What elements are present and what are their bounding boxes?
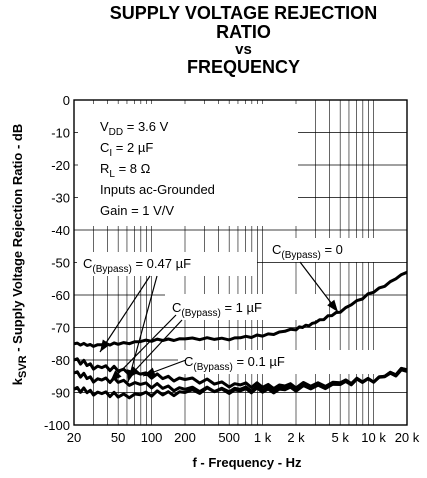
condition-text: Inputs ac-Grounded [100, 182, 215, 197]
x-tick-label: 20 [67, 430, 81, 445]
conditions-box [78, 104, 298, 226]
x-tick-label: 1 k [254, 430, 272, 445]
chart-title-line-2: RATIO [216, 22, 271, 42]
series-label-box [265, 238, 390, 262]
y-tick-label: 0 [63, 93, 70, 108]
condition-text: VDD = 3.6 V [100, 119, 169, 138]
x-tick-label: 10 k [361, 430, 386, 445]
x-tick-label: 200 [174, 430, 196, 445]
chart-title-line-3: vs [235, 41, 252, 58]
y-tick-label: -80 [51, 353, 70, 368]
series-line [73, 368, 408, 400]
condition-text: RL = 8 Ω [100, 161, 151, 180]
plot-frame [73, 99, 408, 426]
x-tick-label: 50 [111, 430, 125, 445]
x-axis-label: f - Frequency - Hz [192, 455, 302, 470]
pointer-arrowhead [143, 367, 156, 376]
x-tick-label: 500 [218, 430, 240, 445]
x-tick-label: 100 [141, 430, 163, 445]
y-axis-label: kSVR - Supply Voltage Rejection Ratio - … [10, 124, 29, 385]
pointer-arrow [99, 275, 151, 353]
condition-text: Gain = 1 V/V [100, 203, 174, 218]
series-label: C(Bypass) = 0 [272, 242, 343, 261]
chart-title: SUPPLY VOLTAGE REJECTION RATIO vs FREQUE… [60, 4, 427, 77]
series-label: C(Bypass) = 1 µF [172, 300, 262, 319]
y-tick-label: -90 [51, 386, 70, 401]
pointer-arrowhead [327, 299, 338, 312]
series-label-box [178, 350, 410, 374]
series-label: C(Bypass) = 0.1 µF [184, 354, 285, 373]
y-tick-label: -60 [51, 288, 70, 303]
x-tick-label: 2 k [287, 430, 305, 445]
chart-title-line-1: SUPPLY VOLTAGE REJECTION [109, 3, 378, 23]
series-label-box [165, 294, 325, 320]
y-tick-label: -50 [51, 256, 70, 271]
chart-title-line-4: FREQUENCY [186, 57, 300, 77]
y-tick-label: -100 [44, 418, 70, 433]
series-label: C(Bypass) = 0.47 µF [83, 256, 191, 275]
series-label-box [77, 252, 257, 276]
y-tick-label: -10 [51, 126, 70, 141]
pointer-arrow [127, 319, 183, 379]
x-tick-label: 20 k [395, 430, 420, 445]
pointer-arrowhead [128, 366, 140, 378]
series-line [73, 270, 408, 348]
condition-text: CI = 2 µF [100, 140, 153, 159]
pointer-arrow [109, 314, 177, 383]
pointer-arrowhead [100, 339, 111, 352]
y-tick-label: -30 [51, 191, 70, 206]
y-tick-label: -20 [51, 158, 70, 173]
y-tick-label: -40 [51, 223, 70, 238]
y-tick-label: -70 [51, 321, 70, 336]
pointer-arrow [127, 275, 158, 383]
pointer-arrowhead [110, 370, 122, 382]
x-tick-label: 5 k [331, 430, 349, 445]
